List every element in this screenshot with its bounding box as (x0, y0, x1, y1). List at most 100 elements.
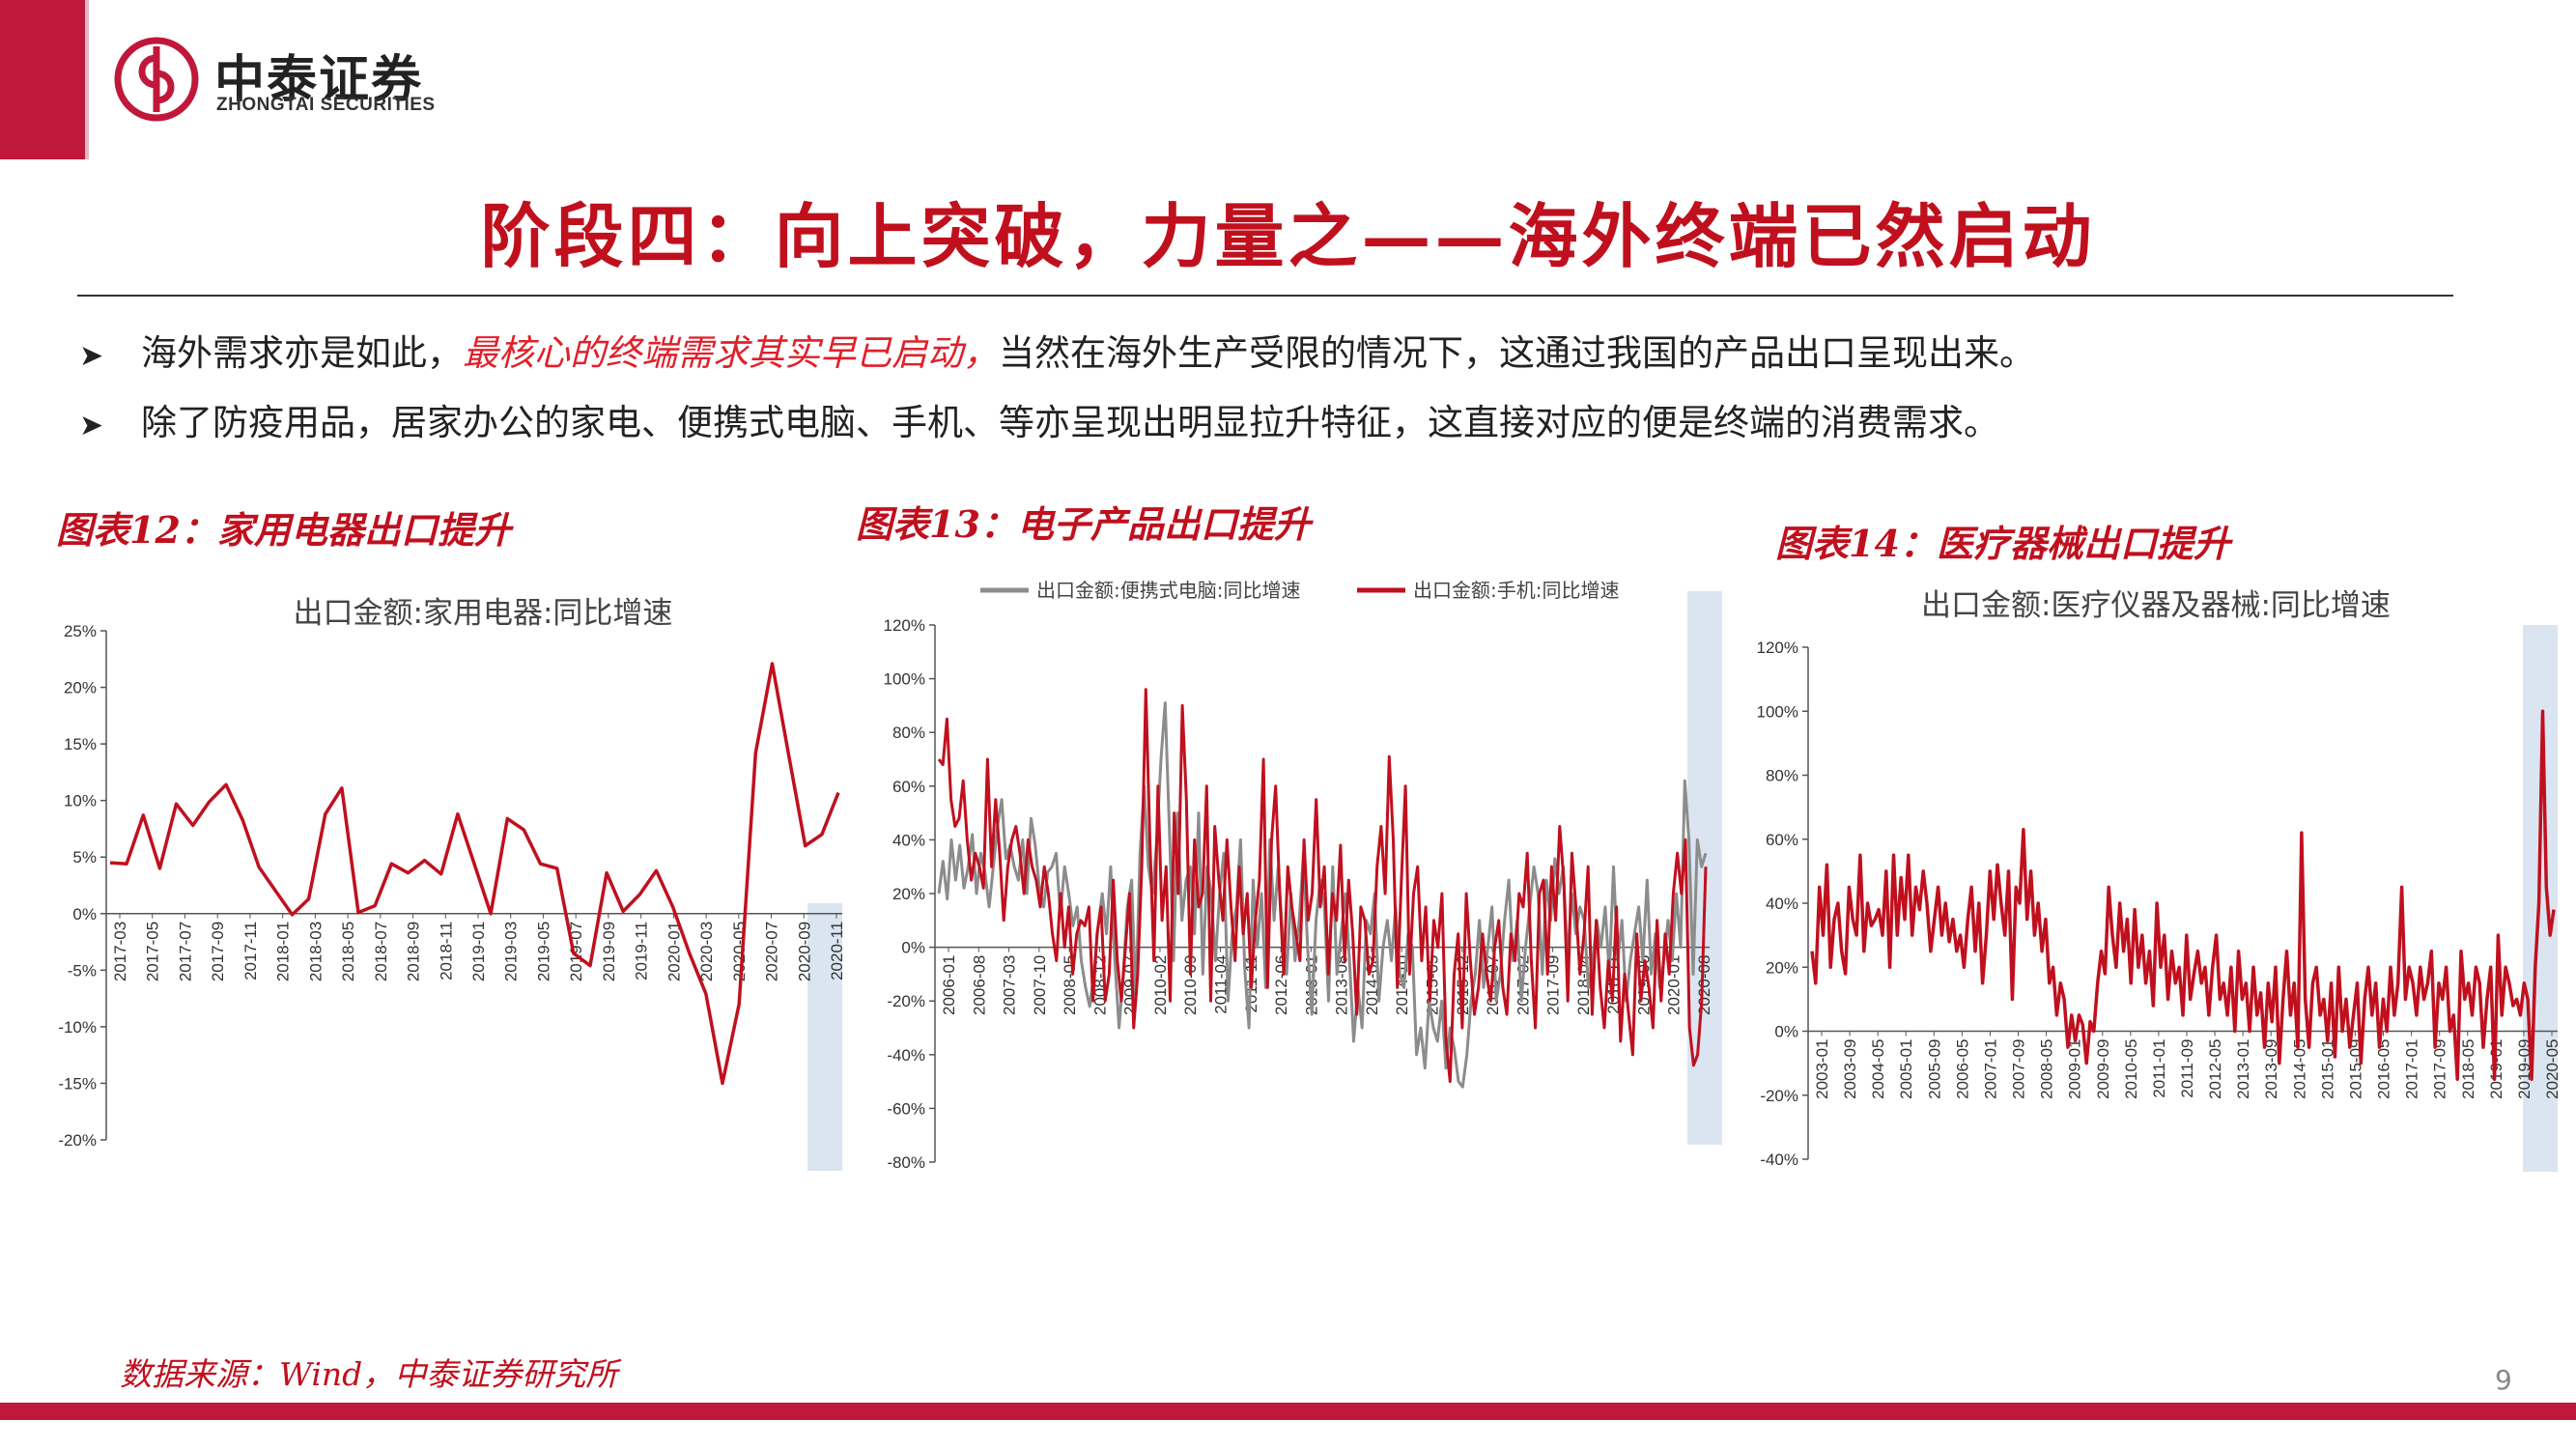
chart-0-x-tick-label: 2017-05 (144, 922, 162, 981)
chart-2-y-tick-label: -40% (1760, 1151, 1798, 1169)
chart-0-x-tick-label: 2018-09 (405, 922, 423, 981)
chart-2-x-tick-label: 2009-09 (2094, 1039, 2112, 1099)
chart-0-x-tick-label: 2019-09 (600, 922, 618, 981)
bullet-2-text: 除了防疫用品，居家办公的家电、便携式电脑、手机、等亦呈现出明显拉升特征，这直接对… (141, 402, 1999, 443)
chart-2-x-tick-label: 2007-09 (2010, 1039, 2028, 1099)
chart-0-y-tick-label: -15% (58, 1074, 97, 1093)
chart-0-x-tick-label: 2017-07 (176, 922, 194, 981)
chart-2-x-tick-label: 2018-05 (2459, 1039, 2477, 1099)
chart-2-x-tick-label: 2005-09 (1925, 1038, 1943, 1098)
chart-1-y-tick-label: 20% (892, 885, 925, 903)
chart-1-x-tick-label: 2020-08 (1695, 955, 1713, 1015)
chart-2-x-tick-label: 2013-01 (2234, 1039, 2252, 1099)
chart-2-x-tick-label: 2020-05 (2543, 1039, 2562, 1099)
chart-0-x-tick-label: 2020-01 (665, 922, 683, 981)
chart-2-series-line-0 (1810, 709, 2556, 1081)
zhongtai-logo-icon (114, 37, 199, 122)
chart-2-x-tick-label: 2004-05 (1869, 1039, 1887, 1099)
chart-1-x-tick-label: 2008-05 (1061, 955, 1079, 1015)
bullet-1-highlight: 最核心的终端需求其实早已启动， (463, 332, 999, 374)
arrow-bullet-icon: ➤ (79, 409, 104, 442)
page-number: 9 (2495, 1364, 2512, 1396)
chart-0-y-tick-label: 15% (64, 735, 97, 753)
chart-0-x-tick-label: 2018-11 (437, 922, 455, 980)
footer-bar (0, 1403, 2576, 1420)
chart-0-series-line-0 (109, 662, 840, 1086)
logo-english-name: ZHONGTAI SECURITIES (216, 95, 436, 115)
chart-0-x-tick-label: 2017-03 (111, 922, 129, 981)
chart-1-y-tick-label: -60% (887, 1099, 925, 1118)
chart-1-y-tick-label: 120% (884, 616, 925, 635)
chart-0-x-tick-label: 2019-11 (633, 922, 651, 980)
chart-1-x-tick-label: 2013-01 (1302, 955, 1320, 1015)
chart-12-label: 图表12：家用电器出口提升 (56, 508, 511, 552)
chart-1-x-tick-label: 2010-02 (1151, 955, 1170, 1015)
chart-1-y-tick-label: 80% (892, 724, 925, 742)
chart-0-x-tick-label: 2020-11 (828, 922, 846, 980)
chart-0-x-tick-label: 2018-07 (372, 922, 390, 981)
chart-1-x-tick-label: 2006-01 (940, 955, 958, 1015)
chart-2-x-tick-label: 2003-01 (1813, 1039, 1831, 1099)
chart-1-x-tick-label: 2010-09 (1181, 955, 1200, 1015)
chart-0-y-tick-label: 20% (64, 679, 97, 697)
chart-2-y-tick-label: 120% (1757, 639, 1798, 657)
chart-13-label: 图表13：电子产品出口提升 (856, 502, 1311, 546)
chart-0-y-tick-label: 0% (72, 905, 97, 923)
chart-0-y-tick-label: -5% (68, 961, 97, 980)
chart-0-x-tick-label: 2019-01 (469, 922, 488, 981)
chart-0-x-tick-label: 2019-05 (534, 922, 552, 981)
chart-2-x-tick-label: 2017-09 (2431, 1039, 2449, 1099)
chart-2-title: 出口金额:医疗仪器及器械:同比增速 (1921, 588, 2391, 623)
chart-2-x-tick-label: 2006-05 (1953, 1039, 1971, 1099)
chart-0-x-tick-label: 2018-05 (339, 922, 357, 981)
chart-1-y-tick-label: -80% (887, 1153, 925, 1172)
chart-2-x-tick-label: 2007-01 (1981, 1039, 1999, 1099)
chart-0-x-tick-label: 2018-01 (274, 922, 293, 981)
chart-2-y-tick-label: 40% (1766, 895, 1798, 913)
chart-1-series-line-1 (937, 688, 1708, 1084)
chart-0-y-tick-label: 10% (64, 792, 97, 810)
bullet-1: ➤ 海外需求亦是如此，最核心的终端需求其实早已启动，当然在海外生产受限的情况下，这… (79, 324, 2035, 376)
chart-0-x-tick-label: 2019-03 (502, 922, 521, 981)
chart-2-x-tick-label: 2012-05 (2206, 1039, 2224, 1099)
chart-1-y-tick-label: 40% (892, 831, 925, 849)
chart-1-y-tick-label: 60% (892, 778, 925, 796)
chart-1-y-tick-label: -20% (887, 992, 925, 1010)
chart-2-x-tick-label: 2009-01 (2066, 1039, 2084, 1099)
chart-1-x-tick-label: 2011-04 (1212, 955, 1231, 1014)
chart-2-y-tick-label: 100% (1757, 702, 1798, 721)
chart-0-title: 出口金额:家用电器:同比增速 (294, 596, 673, 631)
chart-0-x-tick-label: 2020-09 (795, 922, 813, 981)
arrow-bullet-icon: ➤ (79, 339, 104, 373)
chart-0-y-tick-label: 25% (64, 622, 97, 640)
chart-2-x-tick-label: 2014-05 (2290, 1039, 2308, 1099)
chart-0-x-tick-label: 2020-07 (763, 922, 781, 981)
chart-1-y-tick-label: -40% (887, 1046, 925, 1065)
chart-2-y-tick-label: 80% (1766, 767, 1798, 785)
chart-1-x-tick-label: 2007-03 (1001, 955, 1019, 1015)
bullet-1-text-post: 当然在海外生产受限的情况下，这通过我国的产品出口呈现出来。 (999, 332, 2035, 374)
bullet-2: ➤ 除了防疫用品，居家办公的家电、便携式电脑、手机、等亦呈现出明显拉升特征，这直接… (79, 393, 1999, 445)
chart-0-recent-shade (807, 903, 842, 1171)
chart-1-x-tick-label: 2006-08 (970, 955, 988, 1015)
chart-0-y-tick-label: -10% (58, 1018, 97, 1037)
brand-corner-block (0, 0, 85, 159)
chart-14-label: 图表14：医疗器械出口提升 (1775, 522, 2230, 565)
chart-1-legend-label-0: 出口金额:便携式电脑:同比增速 (1036, 579, 1300, 602)
logo-chinese-name: 中泰证券 (214, 51, 424, 109)
chart-1-y-tick-label: 0% (901, 939, 925, 957)
brand-corner-stripe (85, 0, 89, 159)
chart-2-y-tick-label: 20% (1766, 958, 1798, 977)
data-source-note: 数据来源：Wind，中泰证券研究所 (120, 1355, 618, 1393)
chart-2-x-tick-label: 2017-01 (2403, 1039, 2421, 1099)
chart-2-x-tick-label: 2003-09 (1841, 1039, 1859, 1099)
chart-1-y-tick-label: 100% (884, 670, 925, 689)
chart-0-x-tick-label: 2020-03 (697, 922, 716, 981)
chart-0-x-tick-label: 2017-11 (241, 922, 260, 980)
chart-2-x-tick-label: 2016-05 (2375, 1039, 2393, 1099)
chart-2-x-tick-label: 2008-05 (2038, 1039, 2056, 1099)
title-divider (77, 295, 2453, 297)
chart-2-y-tick-label: -20% (1760, 1087, 1798, 1105)
chart-1-x-tick-label: 2007-10 (1031, 955, 1049, 1015)
